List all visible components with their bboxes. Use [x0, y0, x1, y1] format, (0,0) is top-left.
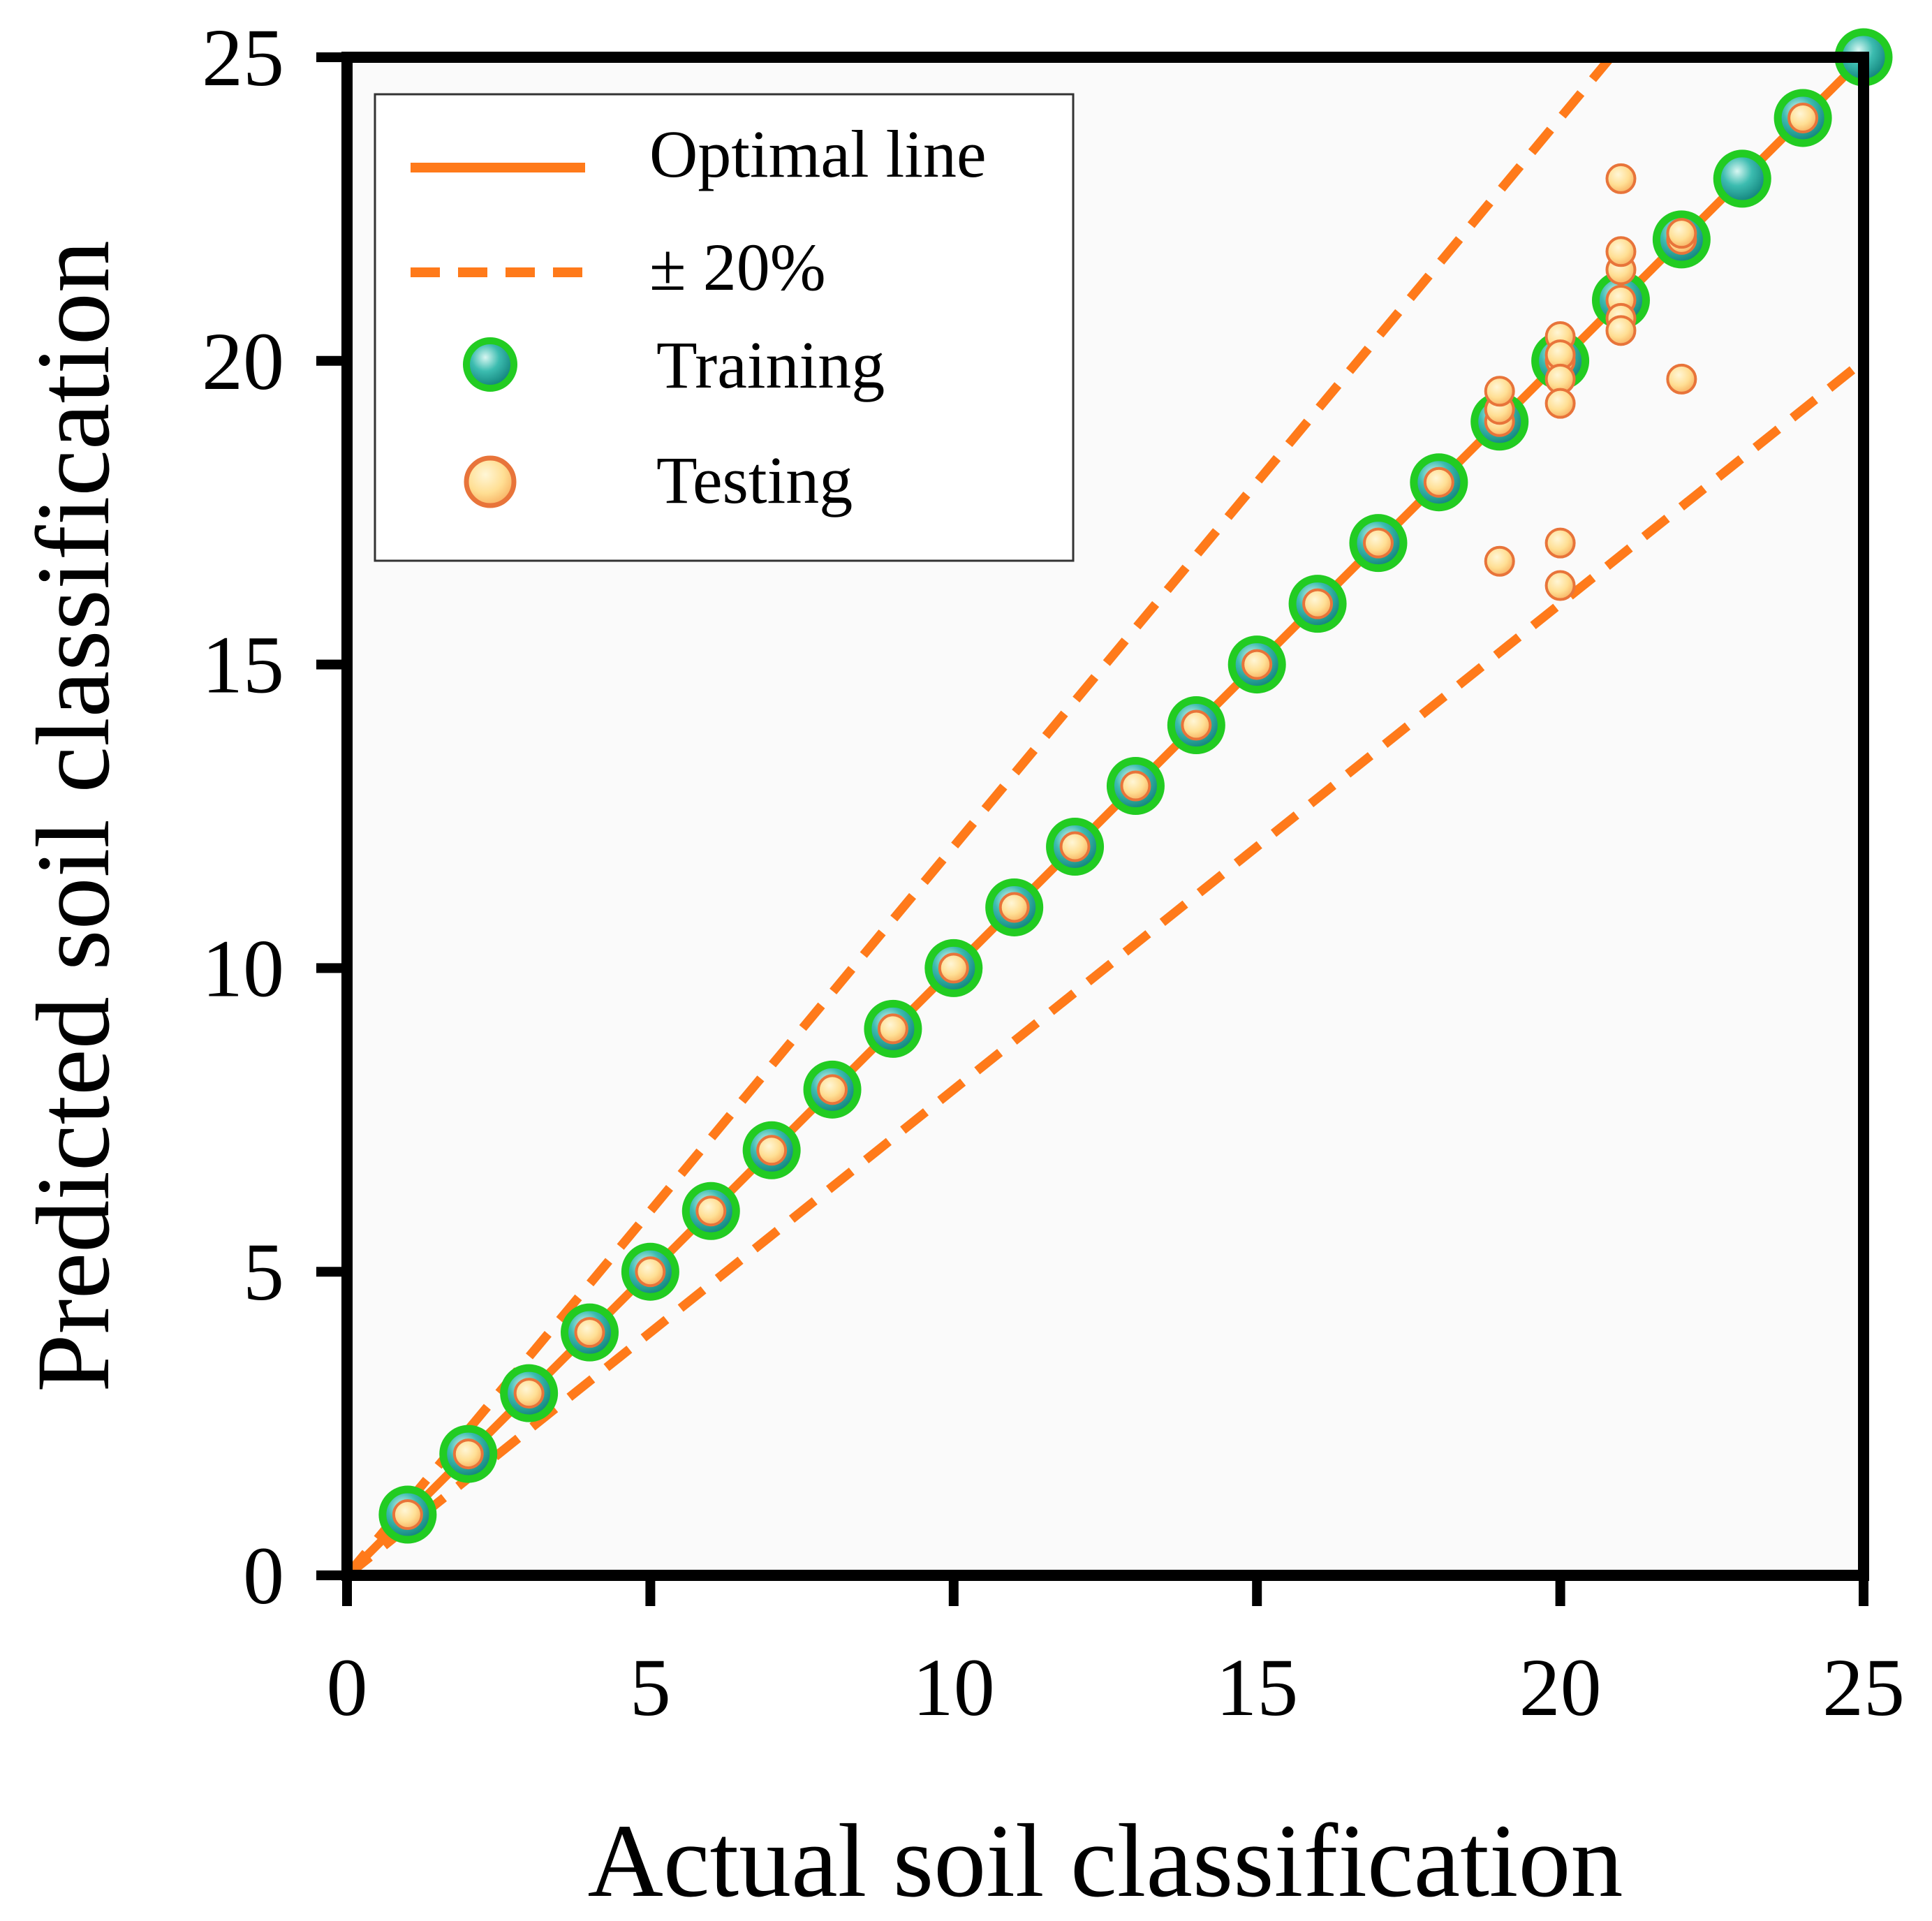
testing-point: [1666, 218, 1697, 249]
legend-training-label: Training: [656, 327, 885, 402]
lower-20pct-line: [347, 357, 1864, 1575]
testing-point: [1120, 770, 1151, 802]
testing-point: [1544, 527, 1576, 559]
testing-point: [1605, 163, 1637, 194]
legend: Optimal line ± 20% Training Testing: [374, 93, 1075, 562]
testing-point: [1423, 466, 1454, 498]
testing-point: [1181, 709, 1212, 741]
testing-point: [452, 1438, 484, 1470]
y-tick-label: 20: [202, 316, 284, 407]
x-tick-label: 5: [630, 1642, 671, 1733]
testing-point: [998, 892, 1030, 923]
y-tick-label: 25: [202, 12, 284, 103]
axis-ticks: 0 5 10 15 20 25 0 5 10 15 20 25: [202, 12, 1905, 1733]
testing-point: [635, 1256, 666, 1288]
legend-optimal-label: Optimal line: [649, 117, 987, 191]
testing-point: [1059, 831, 1091, 862]
training-point: [1713, 149, 1771, 208]
testing-point: [1544, 570, 1576, 601]
testing-point: [817, 1074, 848, 1105]
testing-point: [756, 1135, 788, 1166]
testing-point: [513, 1378, 545, 1409]
y-tick-label: 15: [202, 619, 284, 711]
testing-point: [1362, 527, 1394, 559]
testing-point: [1484, 376, 1515, 407]
testing-point: [1605, 315, 1637, 346]
testing-point: [1484, 545, 1515, 577]
testing-point: [574, 1317, 605, 1348]
y-tick-label: 5: [243, 1226, 284, 1318]
x-axis-title: Actual soil classification: [588, 1803, 1623, 1919]
x-tick-label: 0: [327, 1642, 368, 1733]
testing-point: [877, 1013, 908, 1045]
testing-series: [392, 102, 1819, 1531]
y-tick-label: 0: [243, 1530, 284, 1621]
y-tick-label: 10: [202, 922, 284, 1014]
legend-training-marker: [463, 337, 517, 392]
testing-point: [1241, 649, 1273, 680]
testing-point: [1302, 588, 1334, 619]
x-tick-label: 10: [913, 1642, 995, 1733]
y-axis-title: Predicted soil classification: [15, 240, 131, 1392]
plot-frame: [341, 52, 1869, 1581]
testing-point: [1605, 236, 1637, 267]
x-tick-label: 20: [1519, 1642, 1602, 1733]
testing-point: [392, 1499, 423, 1531]
x-tick-label: 15: [1216, 1642, 1298, 1733]
testing-point: [1544, 388, 1576, 419]
legend-testing-label: Testing: [656, 443, 853, 517]
testing-point: [938, 952, 969, 984]
legend-band-label: ± 20%: [649, 230, 826, 304]
x-tick-label: 25: [1822, 1642, 1905, 1733]
legend-testing-marker: [464, 455, 517, 508]
testing-point: [1787, 102, 1819, 133]
testing-point: [1666, 363, 1697, 395]
testing-point: [695, 1195, 727, 1227]
